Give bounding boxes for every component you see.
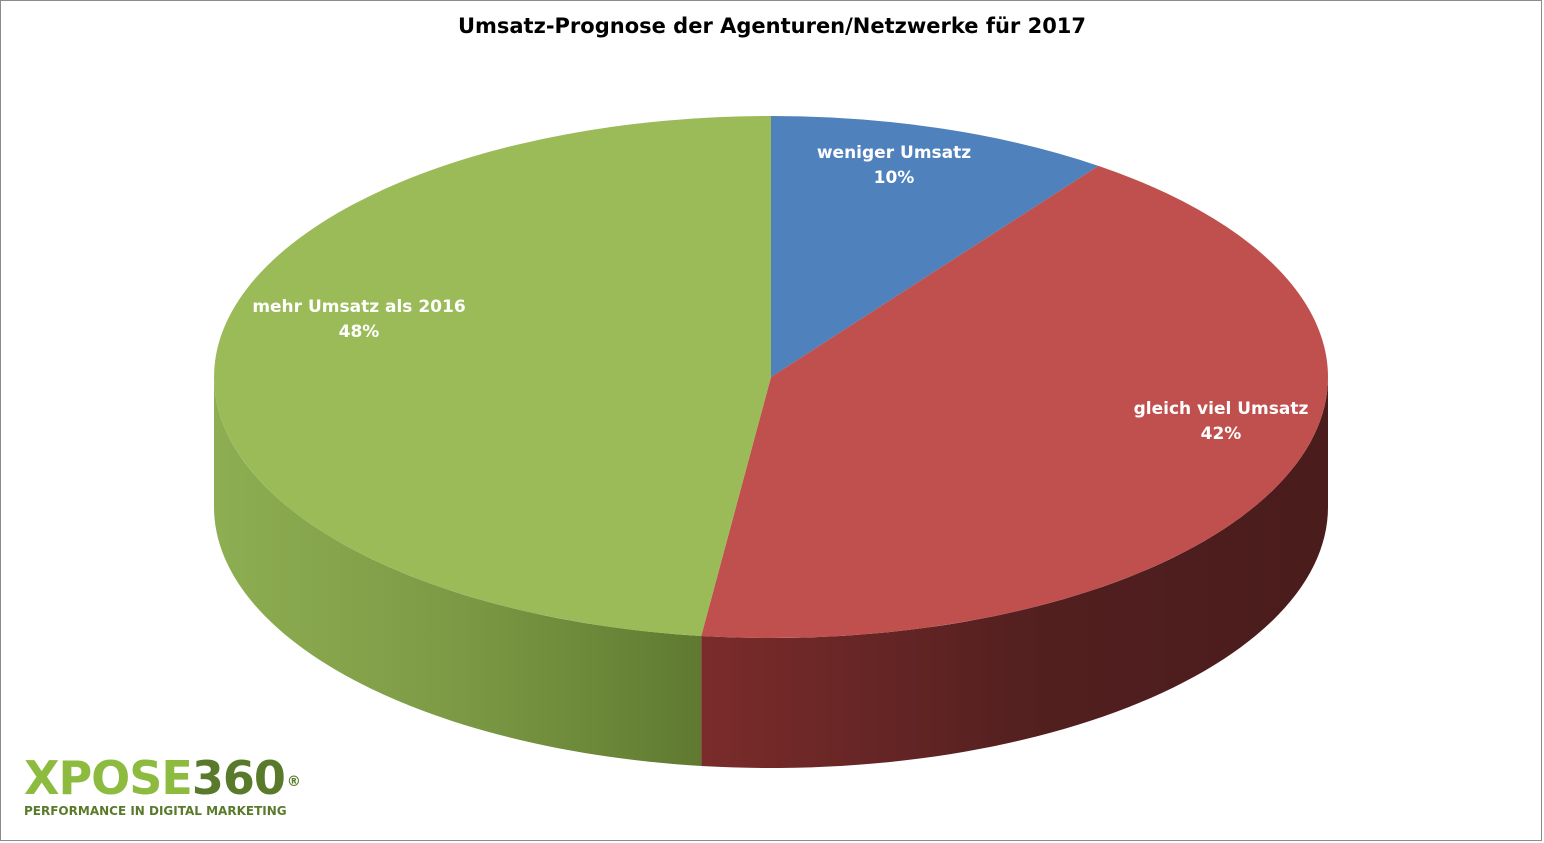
pie-side-mehr-umsatz-als-2016 <box>214 377 702 766</box>
registered-icon: ® <box>286 774 301 790</box>
pie-slice-weniger-umsatz <box>771 116 1099 377</box>
logo-mark-number: 360 <box>191 751 286 805</box>
slice-value-weniger-umsatz: 10% <box>874 168 915 188</box>
logo-mark: XPOSE360 ® <box>24 751 301 805</box>
pie-slice-mehr-umsatz-als-2016 <box>214 116 771 636</box>
xpose360-logo: XPOSE360 ® PERFORMANCE IN DIGITAL MARKETI… <box>24 751 301 818</box>
logo-tagline: PERFORMANCE IN DIGITAL MARKETING <box>24 804 287 818</box>
slice-label-weniger-umsatz: weniger Umsatz <box>817 143 971 163</box>
chart-title: Umsatz-Prognose der Agenturen/Netzwerke … <box>457 14 1087 38</box>
pie-side-layer <box>214 377 1328 768</box>
slice-label-mehr-umsatz-als-2016: mehr Umsatz als 2016 <box>252 297 465 317</box>
logo-mark-prefix: XPOSE <box>24 751 193 805</box>
pie-top-layer <box>214 116 1328 638</box>
slice-value-mehr-umsatz-als-2016: 48% <box>339 322 380 342</box>
slice-label-gleich-viel-umsatz: gleich viel Umsatz <box>1134 399 1309 419</box>
pie-side-gleich-viel-umsatz <box>701 377 1328 768</box>
slice-value-gleich-viel-umsatz: 42% <box>1201 424 1242 444</box>
pie-labels-layer: weniger Umsatz 10% gleich viel Umsatz 42% me… <box>252 143 1308 444</box>
pie-slice-gleich-viel-umsatz <box>701 165 1328 638</box>
